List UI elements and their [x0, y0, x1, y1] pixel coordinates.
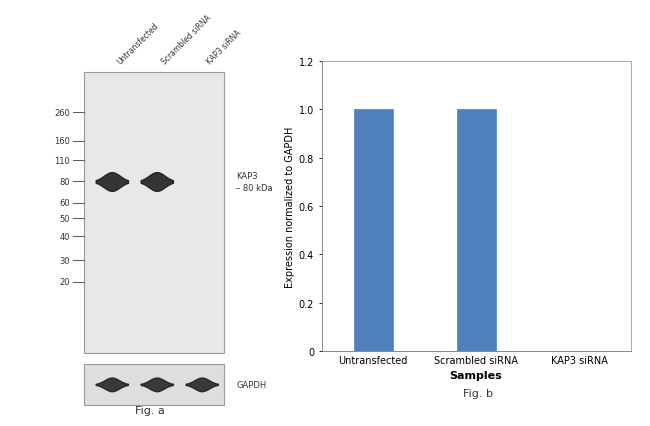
Text: 260: 260: [55, 109, 70, 118]
Text: 160: 160: [55, 137, 70, 146]
Bar: [84, 72, 224, 354]
Bar: [84, 364, 224, 405]
Y-axis label: Expression normalized to GAPDH: Expression normalized to GAPDH: [285, 126, 294, 287]
Text: KAP3 siRNA: KAP3 siRNA: [205, 28, 243, 66]
Bar: [456, 110, 496, 351]
Text: 110: 110: [55, 156, 70, 165]
X-axis label: Samples: Samples: [450, 370, 502, 380]
Text: 30: 30: [60, 256, 70, 265]
Text: Fig. a: Fig. a: [135, 406, 164, 415]
Text: Scrambled siRNA: Scrambled siRNA: [161, 13, 213, 66]
Text: KAP3
– 80 kDa: KAP3 – 80 kDa: [236, 172, 273, 193]
Text: 80: 80: [60, 178, 70, 187]
Text: GAPDH: GAPDH: [236, 380, 266, 389]
Text: 60: 60: [60, 199, 70, 207]
Text: Untransfected: Untransfected: [116, 21, 161, 66]
Bar: [354, 110, 393, 351]
Text: 40: 40: [60, 233, 70, 242]
Text: 50: 50: [60, 214, 70, 223]
Text: 20: 20: [60, 277, 70, 286]
Text: Fig. b: Fig. b: [463, 388, 493, 397]
